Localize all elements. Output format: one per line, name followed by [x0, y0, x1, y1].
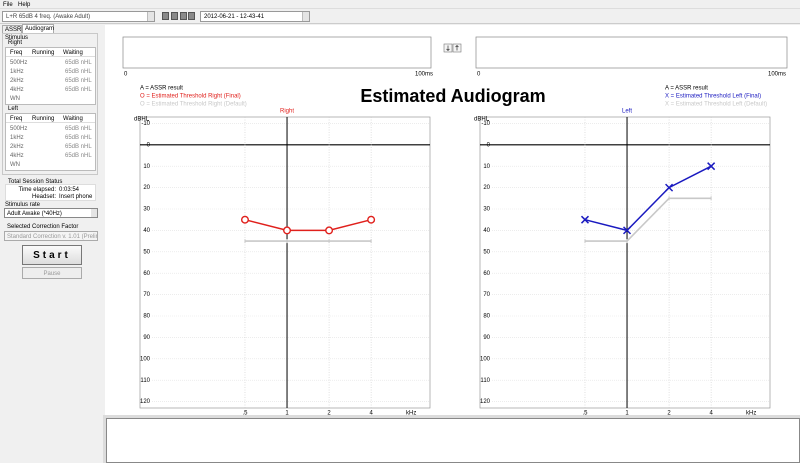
waiting-cell: 65dB nHL: [65, 135, 92, 141]
freq-cell: 2kHz: [10, 144, 24, 150]
table-header: Running: [32, 116, 55, 122]
waiting-cell: 65dB nHL: [65, 87, 92, 93]
start-button[interactable]: Start: [22, 245, 82, 265]
group-title: Stimulus: [5, 35, 29, 41]
freq-cell: 4kHz: [10, 153, 24, 159]
correction-dropdown[interactable]: Standard Correction v. 1.01 (Prelimi: [4, 231, 98, 241]
toolbar-icon[interactable]: [180, 12, 187, 20]
dropdown-arrow: [302, 12, 309, 21]
protocol-dropdown[interactable]: L+R 65dB 4 freq. (Awake Adult): [2, 11, 155, 22]
freq-cell: 2kHz: [10, 78, 24, 84]
header-rule: [6, 122, 95, 123]
status-box: [5, 184, 96, 201]
waiting-cell: 65dB nHL: [65, 144, 92, 150]
status-label: Time elapsed:: [18, 187, 56, 193]
freq-cell: WN: [10, 162, 20, 168]
status-title: Total Session Status: [8, 179, 63, 185]
waiting-cell: 65dB nHL: [65, 60, 92, 66]
main-area: [105, 25, 800, 415]
header-rule: [6, 56, 95, 57]
session-dropdown[interactable]: 2012-06-21 - 12-43-41: [200, 11, 310, 22]
freq-cell: 4kHz: [10, 87, 24, 93]
dropdown-arrow: [91, 209, 97, 217]
ear-label: Left: [8, 106, 19, 112]
dropdown-arrow: [147, 12, 154, 21]
waiting-cell: 65dB nHL: [65, 78, 92, 84]
table-header: Freq: [10, 116, 23, 122]
waiting-cell: 65dB nHL: [65, 126, 92, 132]
toolbar-icon[interactable]: [188, 12, 195, 20]
status-label: Headset:: [31, 194, 56, 200]
rate-dropdown[interactable]: Adult Awake (*40Hz): [4, 208, 98, 218]
toolbar-icon[interactable]: [162, 12, 169, 20]
bottom-box: [106, 418, 800, 463]
ear-label: Right: [8, 40, 23, 46]
freq-cell: WN: [10, 96, 20, 102]
freq-cell: 500Hz: [10, 126, 28, 132]
table-header: Freq: [10, 50, 23, 56]
table-header: Running: [32, 50, 55, 56]
waiting-cell: 65dB nHL: [65, 153, 92, 159]
toolbar-icon[interactable]: [171, 12, 178, 20]
freq-cell: 1kHz: [10, 69, 24, 75]
table-header: Waiting: [63, 50, 83, 56]
menu-item[interactable]: File: [3, 2, 13, 8]
table-header: Waiting: [63, 116, 83, 122]
correction-label: Selected Correction Factor: [7, 224, 79, 230]
status-value: Insert phone: [59, 194, 93, 200]
freq-cell: 500Hz: [10, 60, 28, 66]
status-value: 0:03:54: [59, 187, 80, 193]
rate-label: Stimulus rate: [5, 202, 41, 208]
freq-cell: 1kHz: [10, 135, 24, 141]
waiting-cell: 65dB nHL: [65, 69, 92, 75]
menu-bar: [0, 0, 800, 9]
menu-item[interactable]: Help: [18, 2, 31, 8]
pause-button[interactable]: Pause: [22, 267, 82, 279]
